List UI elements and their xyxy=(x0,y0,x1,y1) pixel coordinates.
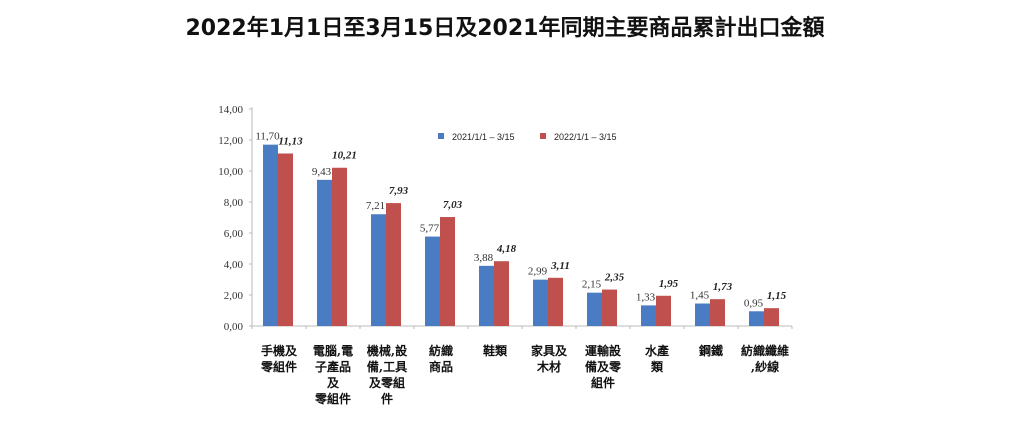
data-label: 5,77 xyxy=(420,223,440,235)
legend-swatch xyxy=(438,133,444,139)
category-label: 手機及 零組件 xyxy=(260,344,297,374)
bar-2022 xyxy=(656,295,671,326)
category-label: 鞋類 xyxy=(482,344,507,358)
bar-2022 xyxy=(440,217,455,326)
bar-2021 xyxy=(479,265,494,326)
data-label: 1,15 xyxy=(767,290,787,302)
y-tick-label: 10,00 xyxy=(218,166,243,178)
category-label: 紡織 商品 xyxy=(428,344,453,374)
data-label: 11,13 xyxy=(278,135,303,147)
data-label: 2,15 xyxy=(582,279,602,291)
data-label: 11,70 xyxy=(255,131,280,143)
bar-2021 xyxy=(533,279,548,326)
data-label: 1,95 xyxy=(659,278,679,290)
y-tick-label: 6,00 xyxy=(224,228,244,240)
data-label: 0,95 xyxy=(744,297,764,309)
category-label: 水產 類 xyxy=(644,344,669,374)
legend-swatch xyxy=(540,133,546,139)
bar-2021 xyxy=(749,311,764,326)
legend-label: 2021/1/1 – 3/15 xyxy=(452,132,515,142)
category-label: 運輸設 備及零 組件 xyxy=(584,344,621,390)
bar-2021 xyxy=(695,303,710,326)
bar-2021 xyxy=(641,305,656,326)
bar-2022 xyxy=(494,261,509,326)
y-tick-label: 0,00 xyxy=(224,321,244,333)
chart-title: 2022年1月1日至3月15日及2021年同期主要商品累計出口金額 xyxy=(185,16,825,41)
data-label: 3,88 xyxy=(474,252,494,264)
data-label: 1,33 xyxy=(636,291,656,303)
bar-2022 xyxy=(548,277,563,326)
bar-2021 xyxy=(317,179,332,326)
data-label: 1,45 xyxy=(690,290,710,302)
bar-2021 xyxy=(371,214,386,326)
data-label: 7,93 xyxy=(389,185,409,197)
y-tick-label: 8,00 xyxy=(224,197,244,209)
category-label: 家具及 木材 xyxy=(530,344,567,374)
y-tick-label: 2,00 xyxy=(224,290,244,302)
y-tick-label: 4,00 xyxy=(224,259,244,271)
bar-2022 xyxy=(332,167,347,326)
data-label: 2,99 xyxy=(528,266,548,278)
bar-2021 xyxy=(425,236,440,326)
category-label: 鋼鐵 xyxy=(698,344,723,358)
y-tick-label: 12,00 xyxy=(218,135,243,147)
bar-2021 xyxy=(263,144,278,326)
category-label: 紡織纖維 ,紗線 xyxy=(740,344,789,374)
bar-2022 xyxy=(602,289,617,326)
bar-2022 xyxy=(386,203,401,326)
bar-2022 xyxy=(710,299,725,326)
y-tick-label: 14,00 xyxy=(218,104,243,116)
data-label: 7,21 xyxy=(366,200,385,212)
data-label: 9,43 xyxy=(312,166,332,178)
category-label: 電腦,電 子產品 及 零組件 xyxy=(312,344,354,406)
data-label: 4,18 xyxy=(496,243,517,255)
data-label: 7,03 xyxy=(443,199,463,211)
bar-2022 xyxy=(278,153,293,326)
legend-label: 2022/1/1 – 3/15 xyxy=(554,132,617,142)
data-label: 10,21 xyxy=(332,150,357,162)
data-label: 2,35 xyxy=(604,272,625,284)
data-label: 3,11 xyxy=(550,260,570,272)
bar-2021 xyxy=(587,292,602,326)
data-label: 1,73 xyxy=(713,281,733,293)
category-label: 機械,設 備,工具 及零組 件 xyxy=(366,344,408,406)
bar-2022 xyxy=(764,308,779,326)
